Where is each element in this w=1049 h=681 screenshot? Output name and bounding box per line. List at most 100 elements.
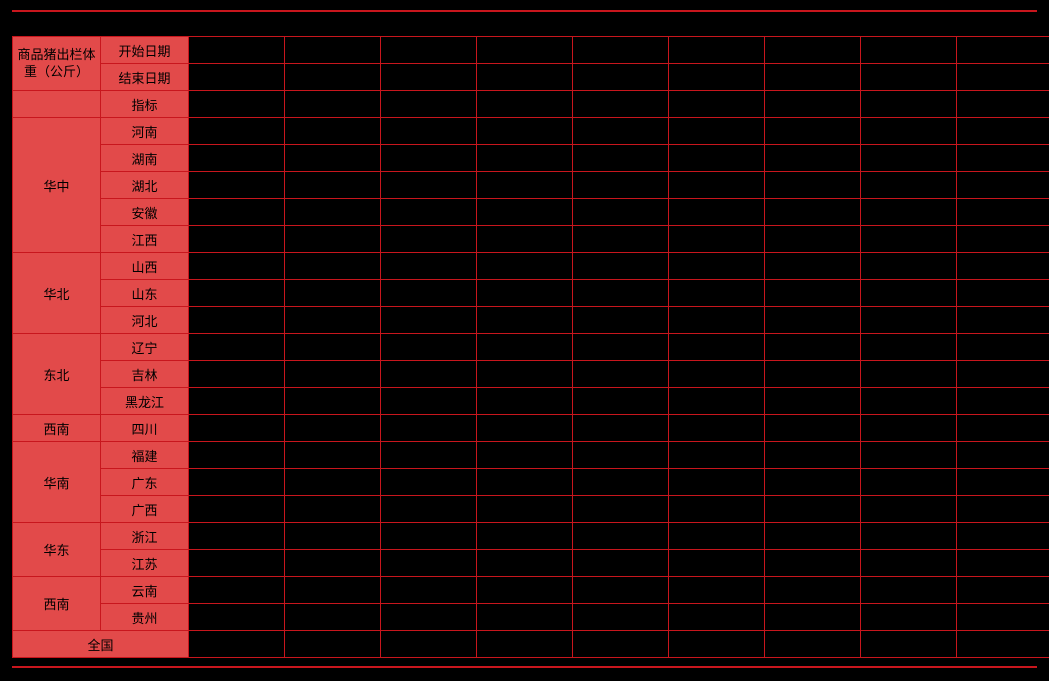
data-cell bbox=[957, 388, 1049, 415]
region-cell: 华南 bbox=[13, 442, 101, 523]
data-cell bbox=[861, 280, 957, 307]
data-cell bbox=[285, 577, 381, 604]
data-cell bbox=[573, 64, 669, 91]
data-cell bbox=[477, 64, 573, 91]
data-cell bbox=[189, 118, 285, 145]
data-cell bbox=[765, 226, 861, 253]
data-cell bbox=[285, 280, 381, 307]
data-cell bbox=[285, 604, 381, 631]
data-cell bbox=[669, 469, 765, 496]
data-cell bbox=[573, 388, 669, 415]
data-cell bbox=[477, 145, 573, 172]
data-cell bbox=[957, 37, 1049, 64]
data-cell bbox=[381, 496, 477, 523]
data-cell bbox=[477, 550, 573, 577]
header-cell: 指标 bbox=[101, 91, 189, 118]
data-cell bbox=[381, 388, 477, 415]
data-cell bbox=[957, 523, 1049, 550]
data-cell bbox=[381, 604, 477, 631]
data-cell bbox=[861, 91, 957, 118]
data-cell bbox=[669, 604, 765, 631]
province-cell: 湖南 bbox=[101, 145, 189, 172]
data-cell bbox=[477, 631, 573, 658]
data-cell bbox=[861, 577, 957, 604]
province-cell: 浙江 bbox=[101, 523, 189, 550]
data-cell bbox=[477, 37, 573, 64]
data-cell bbox=[669, 145, 765, 172]
data-cell bbox=[381, 334, 477, 361]
header-cell: 开始日期 bbox=[101, 37, 189, 64]
data-cell bbox=[285, 550, 381, 577]
data-cell bbox=[573, 523, 669, 550]
data-cell bbox=[381, 415, 477, 442]
data-cell bbox=[669, 253, 765, 280]
data-cell bbox=[957, 226, 1049, 253]
data-cell bbox=[765, 469, 861, 496]
data-cell bbox=[861, 334, 957, 361]
data-cell bbox=[861, 253, 957, 280]
data-cell bbox=[765, 631, 861, 658]
data-cell bbox=[669, 388, 765, 415]
data-cell bbox=[765, 253, 861, 280]
data-cell bbox=[189, 577, 285, 604]
data-cell bbox=[957, 496, 1049, 523]
data-cell bbox=[189, 226, 285, 253]
data-cell bbox=[861, 388, 957, 415]
data-cell bbox=[861, 496, 957, 523]
data-cell bbox=[189, 523, 285, 550]
data-cell bbox=[285, 64, 381, 91]
data-cell bbox=[381, 172, 477, 199]
header-cell bbox=[13, 91, 101, 118]
region-cell: 华中 bbox=[13, 118, 101, 253]
data-cell bbox=[285, 631, 381, 658]
data-cell bbox=[573, 253, 669, 280]
data-cell bbox=[285, 199, 381, 226]
data-cell bbox=[573, 280, 669, 307]
data-cell bbox=[573, 469, 669, 496]
data-cell bbox=[285, 361, 381, 388]
data-cell bbox=[477, 523, 573, 550]
data-cell bbox=[765, 496, 861, 523]
data-cell bbox=[573, 145, 669, 172]
data-cell bbox=[189, 37, 285, 64]
data-cell bbox=[669, 118, 765, 145]
province-cell: 河北 bbox=[101, 307, 189, 334]
data-cell bbox=[477, 577, 573, 604]
data-cell bbox=[669, 361, 765, 388]
data-cell bbox=[381, 523, 477, 550]
province-cell: 辽宁 bbox=[101, 334, 189, 361]
region-cell: 西南 bbox=[13, 577, 101, 631]
province-cell: 广西 bbox=[101, 496, 189, 523]
data-cell bbox=[765, 172, 861, 199]
province-cell: 云南 bbox=[101, 577, 189, 604]
data-cell bbox=[765, 604, 861, 631]
data-cell bbox=[573, 442, 669, 469]
data-cell bbox=[189, 604, 285, 631]
data-cell bbox=[957, 442, 1049, 469]
data-cell bbox=[189, 145, 285, 172]
data-cell bbox=[573, 91, 669, 118]
data-cell bbox=[381, 550, 477, 577]
data-cell bbox=[285, 37, 381, 64]
data-cell bbox=[861, 199, 957, 226]
data-cell bbox=[573, 631, 669, 658]
data-cell bbox=[189, 496, 285, 523]
data-cell bbox=[573, 550, 669, 577]
data-cell bbox=[381, 118, 477, 145]
data-cell bbox=[957, 577, 1049, 604]
data-cell bbox=[957, 307, 1049, 334]
data-cell bbox=[765, 91, 861, 118]
data-cell bbox=[381, 199, 477, 226]
data-cell bbox=[765, 37, 861, 64]
data-cell bbox=[477, 226, 573, 253]
data-cell bbox=[861, 145, 957, 172]
data-cell bbox=[957, 334, 1049, 361]
data-cell bbox=[861, 469, 957, 496]
data-cell bbox=[285, 145, 381, 172]
data-cell bbox=[861, 64, 957, 91]
data-cell bbox=[765, 64, 861, 91]
data-cell bbox=[861, 631, 957, 658]
region-cell: 东北 bbox=[13, 334, 101, 415]
data-cell bbox=[477, 496, 573, 523]
data-cell bbox=[381, 442, 477, 469]
